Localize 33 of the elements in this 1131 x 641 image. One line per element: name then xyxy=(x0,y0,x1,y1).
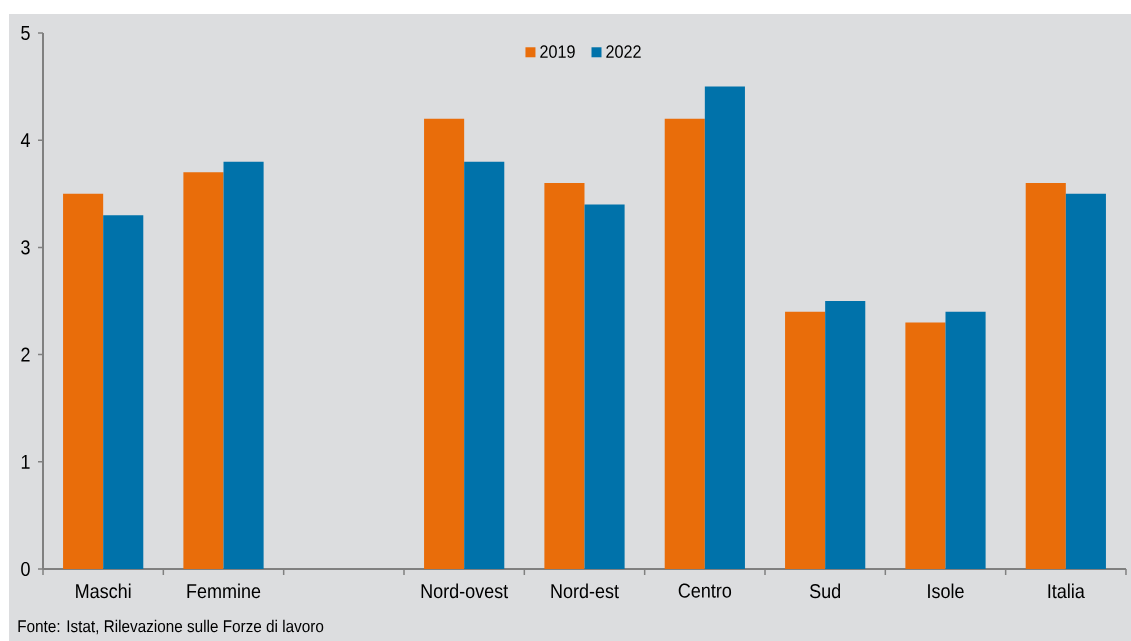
x-tick-label: Sud xyxy=(809,583,841,599)
legend-label: 2022 xyxy=(606,45,641,58)
bar xyxy=(464,161,505,569)
bar xyxy=(945,311,986,569)
bar xyxy=(63,193,104,569)
y-tick-label: 0 xyxy=(21,561,30,577)
bar xyxy=(1065,193,1106,569)
bar xyxy=(544,183,585,569)
bar xyxy=(1025,183,1066,569)
x-tick-label: Maschi xyxy=(76,583,131,599)
bar xyxy=(664,118,705,569)
y-tick-label: 5 xyxy=(21,26,30,40)
y-tick-label: 4 xyxy=(20,133,30,148)
x-tick-label: Nord-ovest xyxy=(421,583,509,599)
x-tick-label: Femmine xyxy=(187,583,261,599)
x-tick-label: Isole xyxy=(928,583,964,599)
bar xyxy=(183,172,224,569)
legend-label: 2019 xyxy=(540,45,575,58)
bar xyxy=(223,161,264,569)
bar xyxy=(704,86,745,569)
bar xyxy=(424,118,465,569)
y-tick-label: 2 xyxy=(21,347,30,362)
bar xyxy=(584,204,625,569)
source-note: Fonte: Istat, Rilevazione sulle Forze di lavoro xyxy=(18,619,324,635)
x-tick-label: Italia xyxy=(1048,583,1085,599)
x-tick-label: Nord-est xyxy=(551,583,619,599)
y-tick-label: 1 xyxy=(21,454,30,469)
bar xyxy=(103,215,144,569)
bar xyxy=(785,311,826,569)
x-tick-label: Centro xyxy=(678,583,732,598)
bar xyxy=(825,301,866,569)
bar xyxy=(905,322,946,569)
y-tick-label: 3 xyxy=(21,240,30,255)
